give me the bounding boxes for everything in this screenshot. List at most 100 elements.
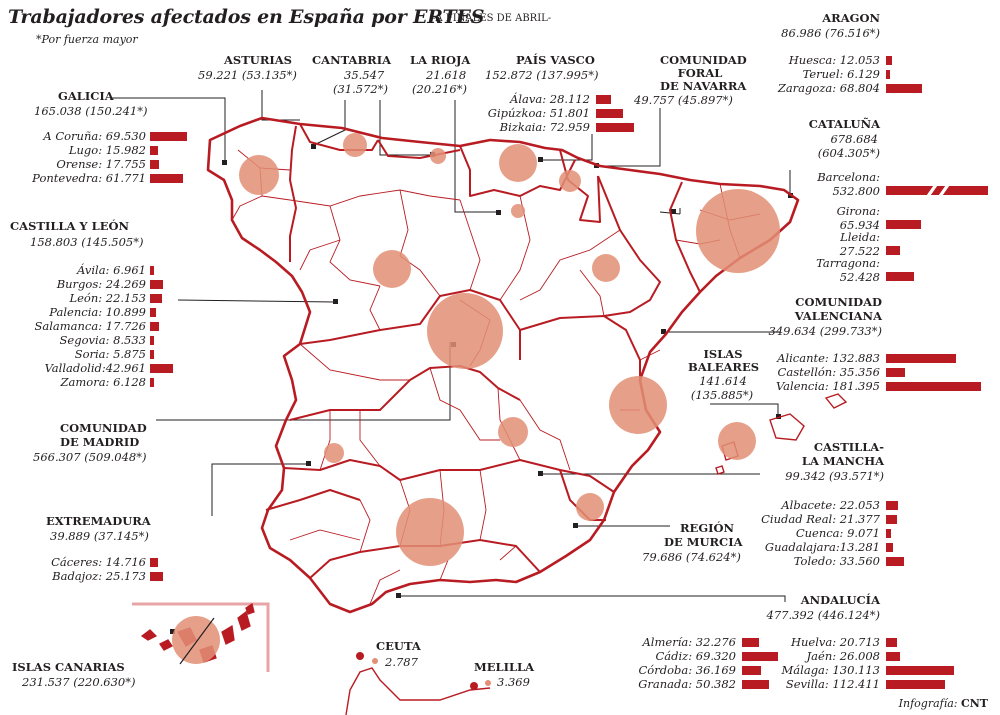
province-bar [150,558,158,567]
leader-andalucia [398,595,786,602]
cataluna-name: CATALUÑA [808,117,880,131]
rioja-total-2: (20.216*) [412,82,467,96]
province-row: Cuenca: 9.071 [0,527,1000,540]
province-bar [886,368,905,377]
province-bar [596,123,635,132]
province-label: Lugo: 15.982 [68,143,146,157]
melilla-total: 3.369 [497,675,530,689]
province-row: Córdoba: 36.169 [0,664,1000,677]
province-row: A Coruña: 69.530 [0,130,1000,143]
castilla-mancha-name-2: LA MANCHA [801,454,884,468]
province-row: Orense: 17.755 [0,158,1000,171]
province-label: Almería: 32.276 [642,635,737,649]
province-label: Sevilla: 112.411 [785,677,880,691]
madrid-name-1: COMUNIDAD [60,421,147,435]
valenciana-total: 349.634 (299.733*) [768,324,883,338]
leader-asturias [261,90,300,121]
canarias-total: 231.537 (220.630*) [22,675,136,689]
province-row: Granada: 50.382 [0,678,1000,691]
leader-navarra [596,108,661,167]
province-row: Málaga: 130.113 [0,664,1000,677]
cataluna-total-1: 678.684 [830,132,878,146]
circle-asturias [343,133,367,157]
province-label: Cuenca: 9.071 [795,526,880,540]
cataluna-total-2: (604.305*) [817,146,880,160]
province-label: Tarragona: [816,256,880,270]
murcia-name-1: REGIÓN [680,521,735,535]
cantabria-total-1: 35.547 [344,68,385,82]
province-value: 52.428 [839,270,880,284]
province-bar [150,294,162,303]
province-bar [150,174,183,183]
province-label: Huesca: 12.053 [788,53,880,67]
andalucia-name: ANDALUCÍA [800,593,880,607]
province-label: Ávila: 6.961 [77,263,146,277]
province-bar [886,557,904,566]
province-row: Valladolid:42.961 [0,362,1000,375]
province-row: Guadalajara:13.281 [0,541,1000,554]
circle-galicia [239,155,279,195]
province-label: Segovia: 8.533 [59,333,146,347]
province-row: Álava: 28.112 [0,93,1000,106]
province-bar [150,146,159,155]
province-bar [742,652,779,661]
circle-aragon [592,254,620,282]
province-bar [886,70,890,79]
valenciana-name-1: COMUNIDAD [795,295,882,309]
province-row: Valencia: 181.395 [0,380,1000,393]
province-bar [886,382,982,391]
province-label: Ciudad Real: 21.377 [761,512,880,526]
canarias-name: ISLAS CANARIAS [12,660,125,674]
province-row: Segovia: 8.533 [0,334,1000,347]
province-row: Ciudad Real: 21.377 [0,513,1000,526]
credit-source: CNT [961,697,988,710]
ceuta-dot [356,652,364,660]
credit-label: Infografía: [898,697,958,710]
province-row: Toledo: 33.560 [0,555,1000,568]
province-bar [596,109,624,118]
province-value: 27.522 [839,244,880,258]
province-label: Bizkaia: 72.959 [499,120,590,134]
leader-rioja [454,100,498,213]
province-bar [886,246,901,255]
asturias-total: 59.221 (53.135*) [198,68,297,82]
province-bar [886,272,914,281]
province-bar [886,220,921,229]
rioja-total-1: 21.618 [426,68,467,82]
province-bar [596,95,611,104]
province-bar [150,336,155,345]
cantabria-total-2: (31.572*) [333,82,388,96]
province-bar [886,529,891,538]
province-bar [150,350,154,359]
province-row: Almería: 32.276 [0,636,1000,649]
province-label: Pontevedra: 61.771 [32,171,146,185]
province-bar [150,308,156,317]
madrid-name-2: DE MADRID [60,435,140,449]
circles [172,133,780,664]
leader-baleares [710,403,779,416]
province-bar [886,543,893,552]
ceuta-circle [372,658,378,664]
province-bar [742,666,762,675]
extremadura-name: EXTREMADURA [46,514,151,528]
province-row: Albacete: 22.053 [0,499,1000,512]
province-row: Castellón: 35.356 [0,366,1000,379]
province-label: Jaén: 26.008 [806,649,880,663]
province-label: Gipúzkoa: 51.801 [487,106,590,120]
province-row: Huelva: 20.713 [0,636,1000,649]
asturias-name: ASTURIAS [224,53,292,67]
province-label: Zaragoza: 68.804 [777,81,880,95]
province-value: 65.934 [839,218,880,232]
province-label: Guadalajara:13.281 [764,540,880,554]
baleares-name-1: ISLAS [703,347,743,361]
province-label: Valencia: 181.395 [775,379,880,393]
province-row: Jaén: 26.008 [0,650,1000,663]
castilla-mancha-total: 99.342 (93.571*) [785,469,884,483]
leader-pais-vasco [540,134,593,161]
ceuta-name: CEUTA [376,639,421,653]
province-bar [742,638,759,647]
rioja-name: LA RIOJA [410,53,471,67]
navarra-name-2: FORAL [677,66,723,80]
province-row: Cádiz: 69.320 [0,650,1000,663]
leader-extremadura [211,463,306,516]
